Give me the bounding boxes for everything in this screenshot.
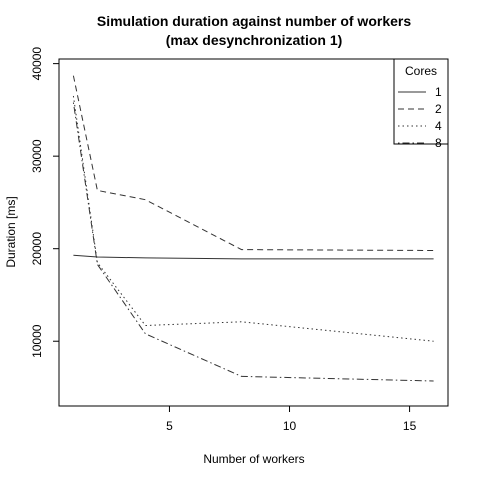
legend-label-2: 2 xyxy=(435,102,442,116)
legend-label-1: 1 xyxy=(435,85,442,99)
x-axis-label: Number of workers xyxy=(203,452,304,466)
y-tick-label: 20000 xyxy=(30,232,44,266)
y-tick-label: 30000 xyxy=(30,139,44,173)
x-tick-label: 15 xyxy=(403,419,417,433)
x-tick-label: 10 xyxy=(283,419,297,433)
legend-label-8: 8 xyxy=(435,136,442,150)
legend: Cores 1 2 4 8 xyxy=(393,58,449,150)
legend-box xyxy=(393,58,449,145)
y-axis-label: Duration [ms] xyxy=(4,196,18,267)
series-line-1 xyxy=(73,254,434,260)
chart-subtitle: (max desynchronization 1) xyxy=(166,32,343,48)
plot-frame xyxy=(58,58,449,407)
series-line-8 xyxy=(72,102,434,382)
y-tick-label: 10000 xyxy=(30,324,44,358)
y-tick-label: 40000 xyxy=(30,47,44,81)
series-line-2 xyxy=(72,75,434,251)
x-tick-label: 5 xyxy=(166,419,173,433)
chart-title: Simulation duration against number of wo… xyxy=(97,13,411,29)
legend-label-4: 4 xyxy=(435,119,442,133)
legend-title: Cores xyxy=(405,64,437,78)
series-group xyxy=(72,75,434,382)
series-line-4 xyxy=(72,95,434,342)
axes: 5 10 15 10000 20000 30000 40000 xyxy=(30,47,417,433)
